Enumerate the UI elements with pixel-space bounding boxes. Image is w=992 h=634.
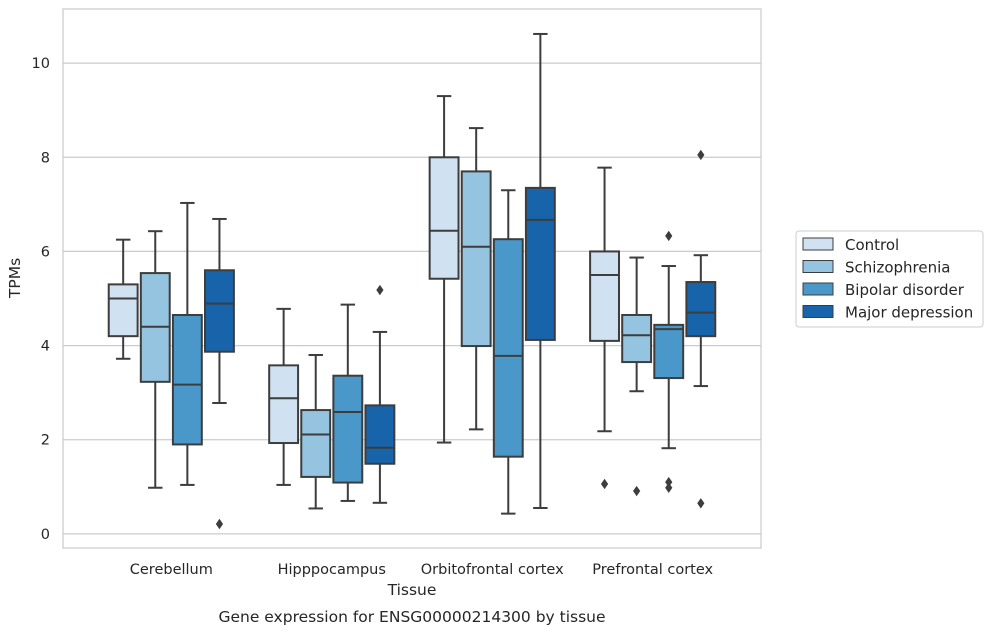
box-bipolar-disorder bbox=[171, 201, 203, 486]
box-iqr bbox=[428, 156, 460, 280]
box-iqr bbox=[524, 186, 556, 341]
outlier-point bbox=[376, 284, 384, 296]
box-iqr bbox=[492, 238, 524, 458]
legend-label: Schizophrenia bbox=[845, 259, 950, 277]
box-schizophrenia bbox=[139, 230, 171, 489]
legend: Control Schizophrenia Bipolar disorder Majo… bbox=[795, 230, 984, 328]
outlier-point bbox=[697, 498, 705, 509]
y-tick-label: 0 bbox=[41, 527, 50, 543]
y-tick-label: 2 bbox=[41, 433, 50, 449]
box-iqr bbox=[460, 170, 492, 348]
y-tick-label: 8 bbox=[41, 150, 50, 166]
legend-label: Control bbox=[845, 236, 899, 254]
box-major-depression bbox=[364, 284, 396, 504]
box-iqr bbox=[332, 374, 364, 484]
y-tick-label: 6 bbox=[41, 244, 50, 260]
outlier-point bbox=[665, 482, 673, 493]
legend-swatch bbox=[802, 305, 834, 318]
box-iqr bbox=[171, 313, 203, 446]
legend-frame bbox=[795, 230, 984, 328]
box-schizophrenia bbox=[300, 353, 332, 510]
y-tick-labels: 0 2 4 6 8 10 bbox=[32, 56, 50, 543]
legend-swatch bbox=[802, 260, 834, 273]
outlier-point bbox=[600, 478, 609, 490]
legend-label: Bipolar disorder bbox=[845, 281, 965, 299]
legend-swatch bbox=[802, 282, 834, 296]
x-tick-label: Hipppocampus bbox=[278, 562, 386, 578]
x-tick-label: Prefrontal cortex bbox=[592, 562, 713, 578]
x-tick-labels: Cerebellum Hipppocampus Orbitofrontal cort… bbox=[130, 562, 714, 578]
legend-label: Major depression bbox=[845, 304, 973, 322]
x-tick-label: Orbitofrontal cortex bbox=[421, 562, 564, 578]
outlier-point bbox=[215, 518, 224, 530]
box-iqr bbox=[653, 323, 685, 380]
y-tick-label: 4 bbox=[41, 339, 50, 355]
box-iqr bbox=[107, 283, 139, 338]
outlier-point bbox=[697, 149, 705, 161]
x-axis-title: Tissue bbox=[387, 581, 437, 599]
x-tick-label: Cerebellum bbox=[130, 562, 213, 578]
box-control bbox=[268, 307, 300, 486]
box-iqr bbox=[268, 364, 300, 445]
box-schizophrenia bbox=[621, 256, 653, 497]
outlier-point bbox=[633, 485, 641, 497]
box-bipolar-disorder bbox=[492, 189, 524, 515]
box-major-depression bbox=[685, 149, 717, 509]
box-iqr bbox=[364, 404, 396, 465]
box-iqr bbox=[685, 281, 717, 338]
y-tick-label: 10 bbox=[32, 56, 50, 72]
outlier-point bbox=[665, 476, 673, 488]
y-axis-title: TPMs bbox=[6, 258, 24, 299]
box-schizophrenia bbox=[460, 127, 492, 431]
boxes bbox=[107, 32, 717, 530]
box-control bbox=[107, 238, 139, 360]
box-iqr bbox=[204, 269, 235, 353]
box-iqr bbox=[589, 250, 620, 342]
box-bipolar-disorder bbox=[653, 230, 685, 493]
box-major-depression bbox=[204, 217, 235, 530]
box-bipolar-disorder bbox=[332, 303, 364, 502]
plot-frame bbox=[62, 8, 762, 549]
box-iqr bbox=[621, 313, 653, 364]
outlier-point bbox=[665, 230, 673, 242]
box-major-depression bbox=[524, 32, 556, 509]
box-iqr bbox=[300, 409, 332, 478]
legend-swatch bbox=[802, 237, 834, 251]
box-control bbox=[428, 95, 460, 444]
figure-caption: Gene expression for ENSG00000214300 by t… bbox=[218, 608, 605, 626]
box-control bbox=[589, 166, 620, 490]
